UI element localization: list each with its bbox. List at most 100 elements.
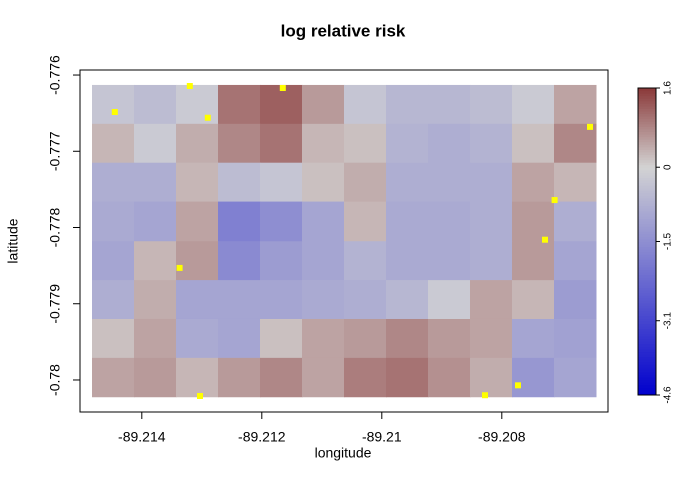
heat-cell [134,162,177,203]
heat-cell [134,201,177,242]
y-tick-label: -0.776 [47,55,63,95]
heat-cell [512,357,555,398]
heat-cell [470,318,513,359]
heat-cell [554,318,597,359]
heat-cell [92,280,135,320]
y-axis-label: latitude [5,218,21,263]
heat-cell [344,162,387,203]
heat-cell [470,241,513,281]
heat-cell [302,162,345,203]
colorbar-step [638,218,656,222]
colorbar-step [638,302,656,306]
colorbar-step [638,210,656,214]
heat-cell [344,201,387,242]
heat-cell [386,241,429,281]
heat-cell [428,357,471,398]
heat-cell [92,84,135,125]
heat-cell [218,84,261,125]
colorbar-step [638,231,656,235]
heat-cell [218,241,261,281]
colorbar-step [638,328,656,332]
colorbar-step [638,131,656,135]
colorbar-step [638,264,656,268]
heat-cell [92,201,135,242]
heat-cell [428,162,471,203]
colorbar-step [638,305,656,309]
heat-cell [554,84,597,125]
heat-cell [134,123,177,164]
colorbar-step [638,90,656,94]
heat-cell [554,280,597,320]
colorbar-step [638,146,656,150]
heat-cell [302,84,345,125]
colorbar-step [638,144,656,148]
heat-cell [260,162,303,203]
heat-cell [218,162,261,203]
colorbar-step [638,320,656,324]
colorbar-step [638,318,656,322]
colorbar-step [638,374,656,378]
colorbar-step [638,198,656,202]
colorbar-step [638,356,656,360]
heat-cell [302,280,345,320]
chart-title: log relative risk [281,21,406,40]
heat-cell [470,280,513,320]
heat-cell [470,162,513,203]
heat-cell [260,357,303,398]
heat-cell [512,280,555,320]
heat-cell [386,123,429,164]
heat-cell [512,241,555,281]
colorbar-step [638,269,656,273]
colorbar-step [638,103,656,107]
heat-cell [428,201,471,242]
y-tick-label: -0.778 [47,207,63,247]
heat-cell [218,201,261,242]
colorbar-step [638,111,656,115]
heat-cell [554,201,597,242]
colorbar-step [638,364,656,368]
colorbar-step [638,108,656,112]
colorbar-step [638,113,656,117]
colorbar-step [638,371,656,376]
colorbar-step [638,123,656,127]
significant-cell [482,392,488,399]
colorbar-step [638,93,656,97]
colorbar-tick-label: -1.5 [663,232,674,250]
significant-cell [204,114,211,121]
heat-cell [176,201,219,242]
colorbar-step [638,238,656,242]
colorbar-step [638,310,656,314]
heat-cell [428,123,471,164]
colorbar-step [638,223,656,227]
colorbar-step [638,261,656,266]
colorbar-tick-label: -3.1 [663,312,674,330]
significant-cell [551,197,558,204]
colorbar-step [638,341,656,345]
heat-cell [470,357,513,398]
heat-cell [302,357,345,398]
heat-cell [176,280,219,320]
heat-cell [512,201,555,242]
heat-cell [134,84,177,125]
heat-cell [554,241,597,281]
colorbar-step [638,382,656,386]
colorbar-step [638,203,656,207]
colorbar-step [638,177,656,181]
x-tick-label: -89.212 [238,429,286,445]
colorbar-step [638,149,656,153]
colorbar-step [638,157,656,161]
plot-frame [79,69,609,413]
heat-cell [512,84,555,125]
heat-cell [428,241,471,281]
x-axis-label: longitude [315,445,372,461]
heat-cell [218,357,261,398]
colorbar-step [638,121,656,125]
y-tick-label: -0.777 [47,131,63,171]
colorbar-step [638,277,656,281]
heat-cell [302,318,345,359]
significant-cell [542,236,548,243]
colorbar-step [638,379,656,383]
heat-cell [344,318,387,359]
heat-cell [344,84,387,125]
heat-cell [512,162,555,203]
